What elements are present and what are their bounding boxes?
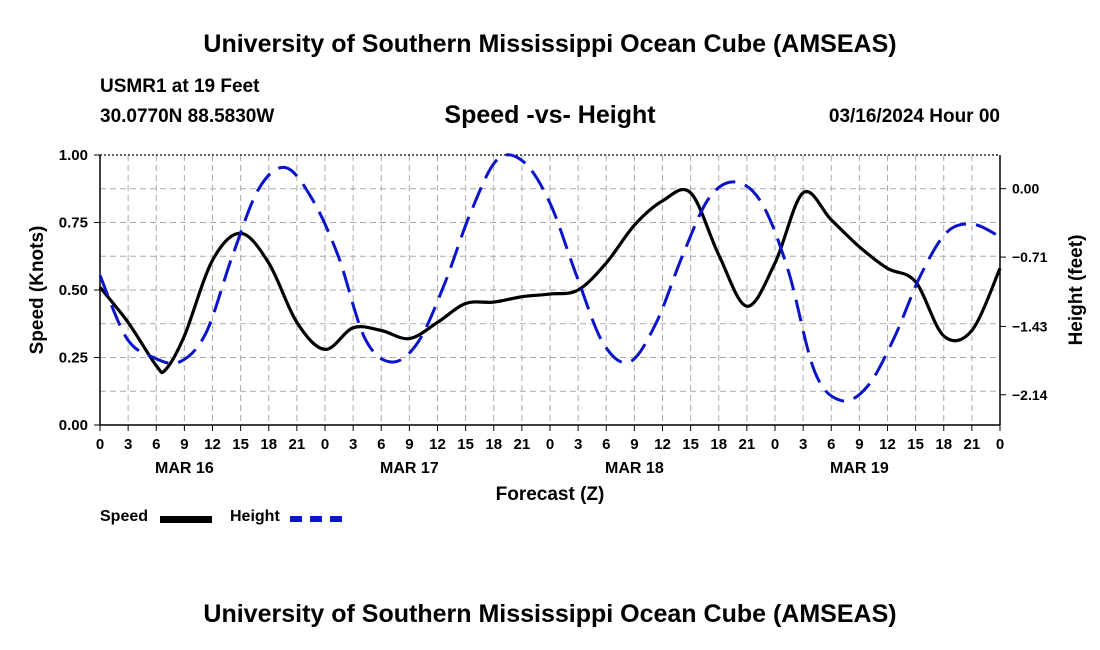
x-tick-label: 12: [204, 436, 221, 453]
x-tick-label: 9: [180, 436, 188, 453]
x-tick-label: 18: [710, 436, 727, 453]
x-tick-label: 12: [879, 436, 896, 453]
x-tick-label: 3: [124, 436, 132, 453]
x-tick-label: 21: [514, 436, 531, 453]
speed-height-chart: 0 3 6 9 12 15 18 21 0 3 6 9 12 15 18 21 0 3 6 9 12 15 18 21 0 3 6 9…: [27, 147, 1087, 505]
y2-tick-label: −0.71: [1012, 249, 1048, 265]
date-label: MAR 16: [155, 460, 214, 477]
forecast-run-time: 03/16/2024 Hour 00: [828, 106, 1000, 127]
chart-title: Speed -vs- Height: [444, 101, 656, 129]
y2-tick-label: 0.00: [1012, 181, 1039, 197]
legend-height-swatch: [290, 516, 342, 522]
y-tick-label: 1.00: [59, 147, 88, 164]
x-tick-label: 18: [260, 436, 277, 453]
y-tick-label: 0.00: [59, 417, 88, 434]
legend-speed-label: Speed: [100, 508, 149, 525]
x-tick-label: 0: [546, 436, 554, 453]
x-tick-label: 12: [654, 436, 671, 453]
x-tick-label: 9: [630, 436, 638, 453]
speed-series-line: [98, 187, 1002, 375]
y2-tick-label: −1.43: [1012, 318, 1048, 334]
x-tick-label: 3: [574, 436, 582, 453]
x-tick-label: 21: [289, 436, 306, 453]
x-tick-label: 6: [602, 436, 610, 453]
x-tick-label: 0: [321, 436, 329, 453]
x-tick-label: 21: [739, 436, 756, 453]
x-tick-label: 6: [152, 436, 160, 453]
x-tick-label: 9: [855, 436, 863, 453]
main-title: University of Southern Mississippi Ocean…: [203, 30, 897, 58]
x-tick-label: 18: [935, 436, 952, 453]
date-label: MAR 19: [830, 460, 889, 477]
x-tick-label: 12: [429, 436, 446, 453]
x-tick-label: 0: [771, 436, 779, 453]
x-tick-label: 6: [827, 436, 835, 453]
y-tick-label: 0.50: [59, 282, 88, 299]
x-tick-label: 18: [485, 436, 502, 453]
y-tick-label: 0.75: [59, 215, 88, 232]
y-tick-label: 0.25: [59, 350, 88, 367]
legend-speed-swatch: [160, 516, 212, 523]
x-tick-label: 3: [799, 436, 807, 453]
height-series-line: [98, 153, 1001, 403]
x-tick-label: 3: [349, 436, 357, 453]
x-tick-label: 15: [682, 436, 699, 453]
y-axis-title-right: Height (feet): [1066, 235, 1087, 346]
x-tick-label: 6: [377, 436, 385, 453]
x-tick-label: 15: [907, 436, 924, 453]
x-tick-label: 0: [996, 436, 1004, 453]
x-tick-label: 0: [96, 436, 104, 453]
x-tick-label: 9: [405, 436, 413, 453]
x-tick-label: 15: [457, 436, 474, 453]
y2-tick-label: −2.14: [1012, 387, 1048, 403]
date-label: MAR 17: [380, 460, 439, 477]
x-tick-label: 21: [964, 436, 981, 453]
station-label: USMR1 at 19 Feet: [100, 76, 260, 97]
y-axis-title-left: Speed (Knots): [27, 226, 48, 355]
date-label: MAR 18: [605, 460, 664, 477]
x-axis-title: Forecast (Z): [496, 484, 605, 505]
station-coordinates: 30.0770N 88.5830W: [100, 106, 275, 127]
footer-title: University of Southern Mississippi Ocean…: [203, 600, 897, 628]
x-tick-label: 15: [232, 436, 249, 453]
legend-height-label: Height: [230, 508, 280, 525]
